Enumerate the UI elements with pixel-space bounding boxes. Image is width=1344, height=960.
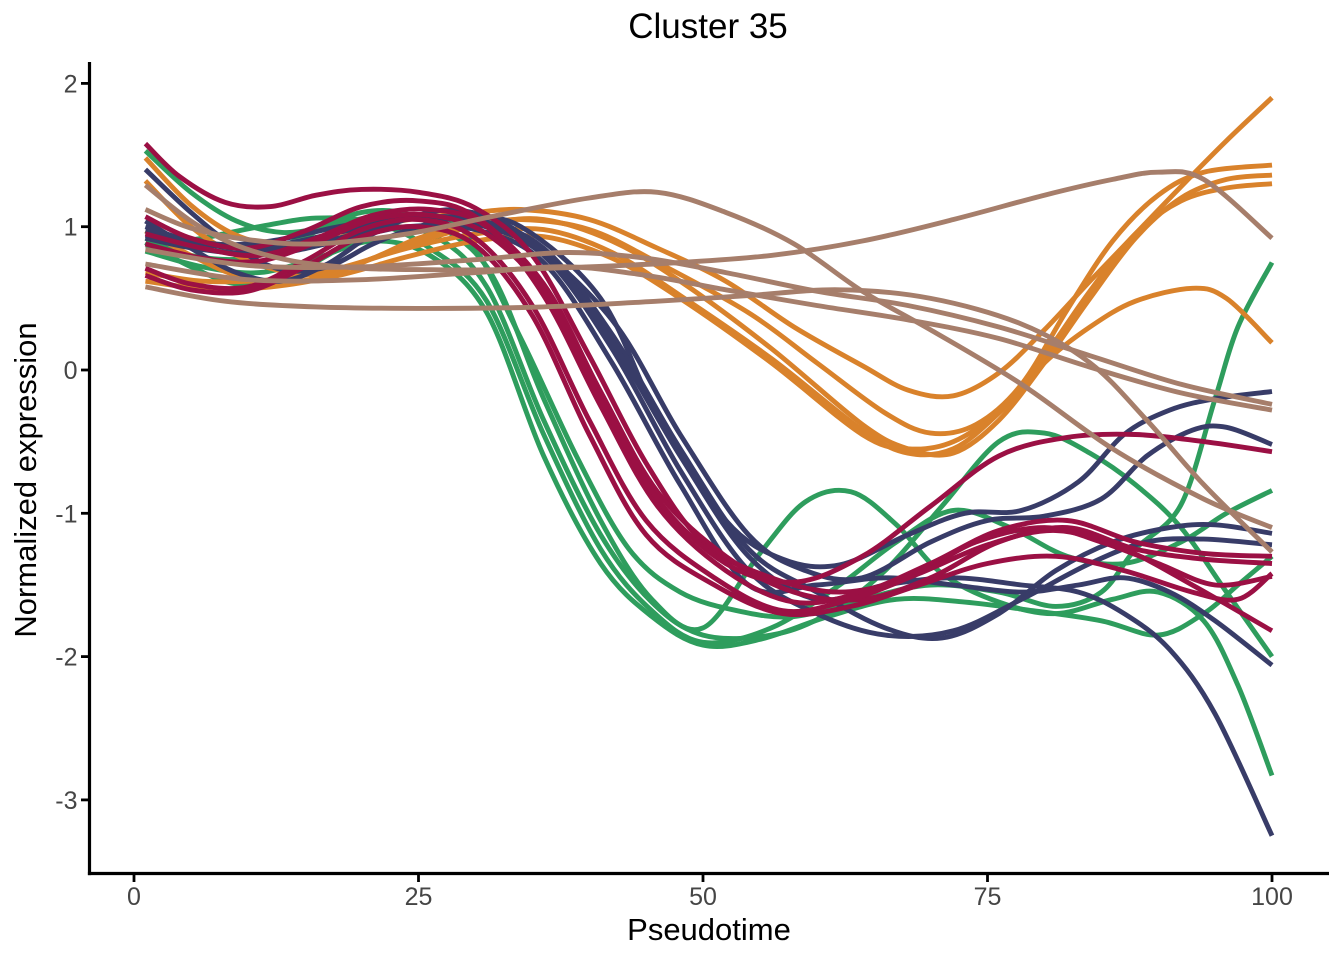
svg-text:-2: -2 <box>55 644 77 672</box>
svg-text:75: 75 <box>974 883 1002 911</box>
svg-text:-1: -1 <box>55 500 77 528</box>
svg-text:0: 0 <box>64 357 78 385</box>
svg-text:Cluster 35: Cluster 35 <box>628 7 788 46</box>
svg-text:100: 100 <box>1251 883 1293 911</box>
svg-text:-3: -3 <box>55 787 77 815</box>
svg-text:Normalized expression: Normalized expression <box>8 322 43 637</box>
svg-text:50: 50 <box>689 883 717 911</box>
svg-text:1: 1 <box>64 214 78 242</box>
svg-text:2: 2 <box>64 70 78 98</box>
svg-text:0: 0 <box>127 883 141 911</box>
svg-text:25: 25 <box>405 883 433 911</box>
svg-text:Pseudotime: Pseudotime <box>627 912 791 947</box>
